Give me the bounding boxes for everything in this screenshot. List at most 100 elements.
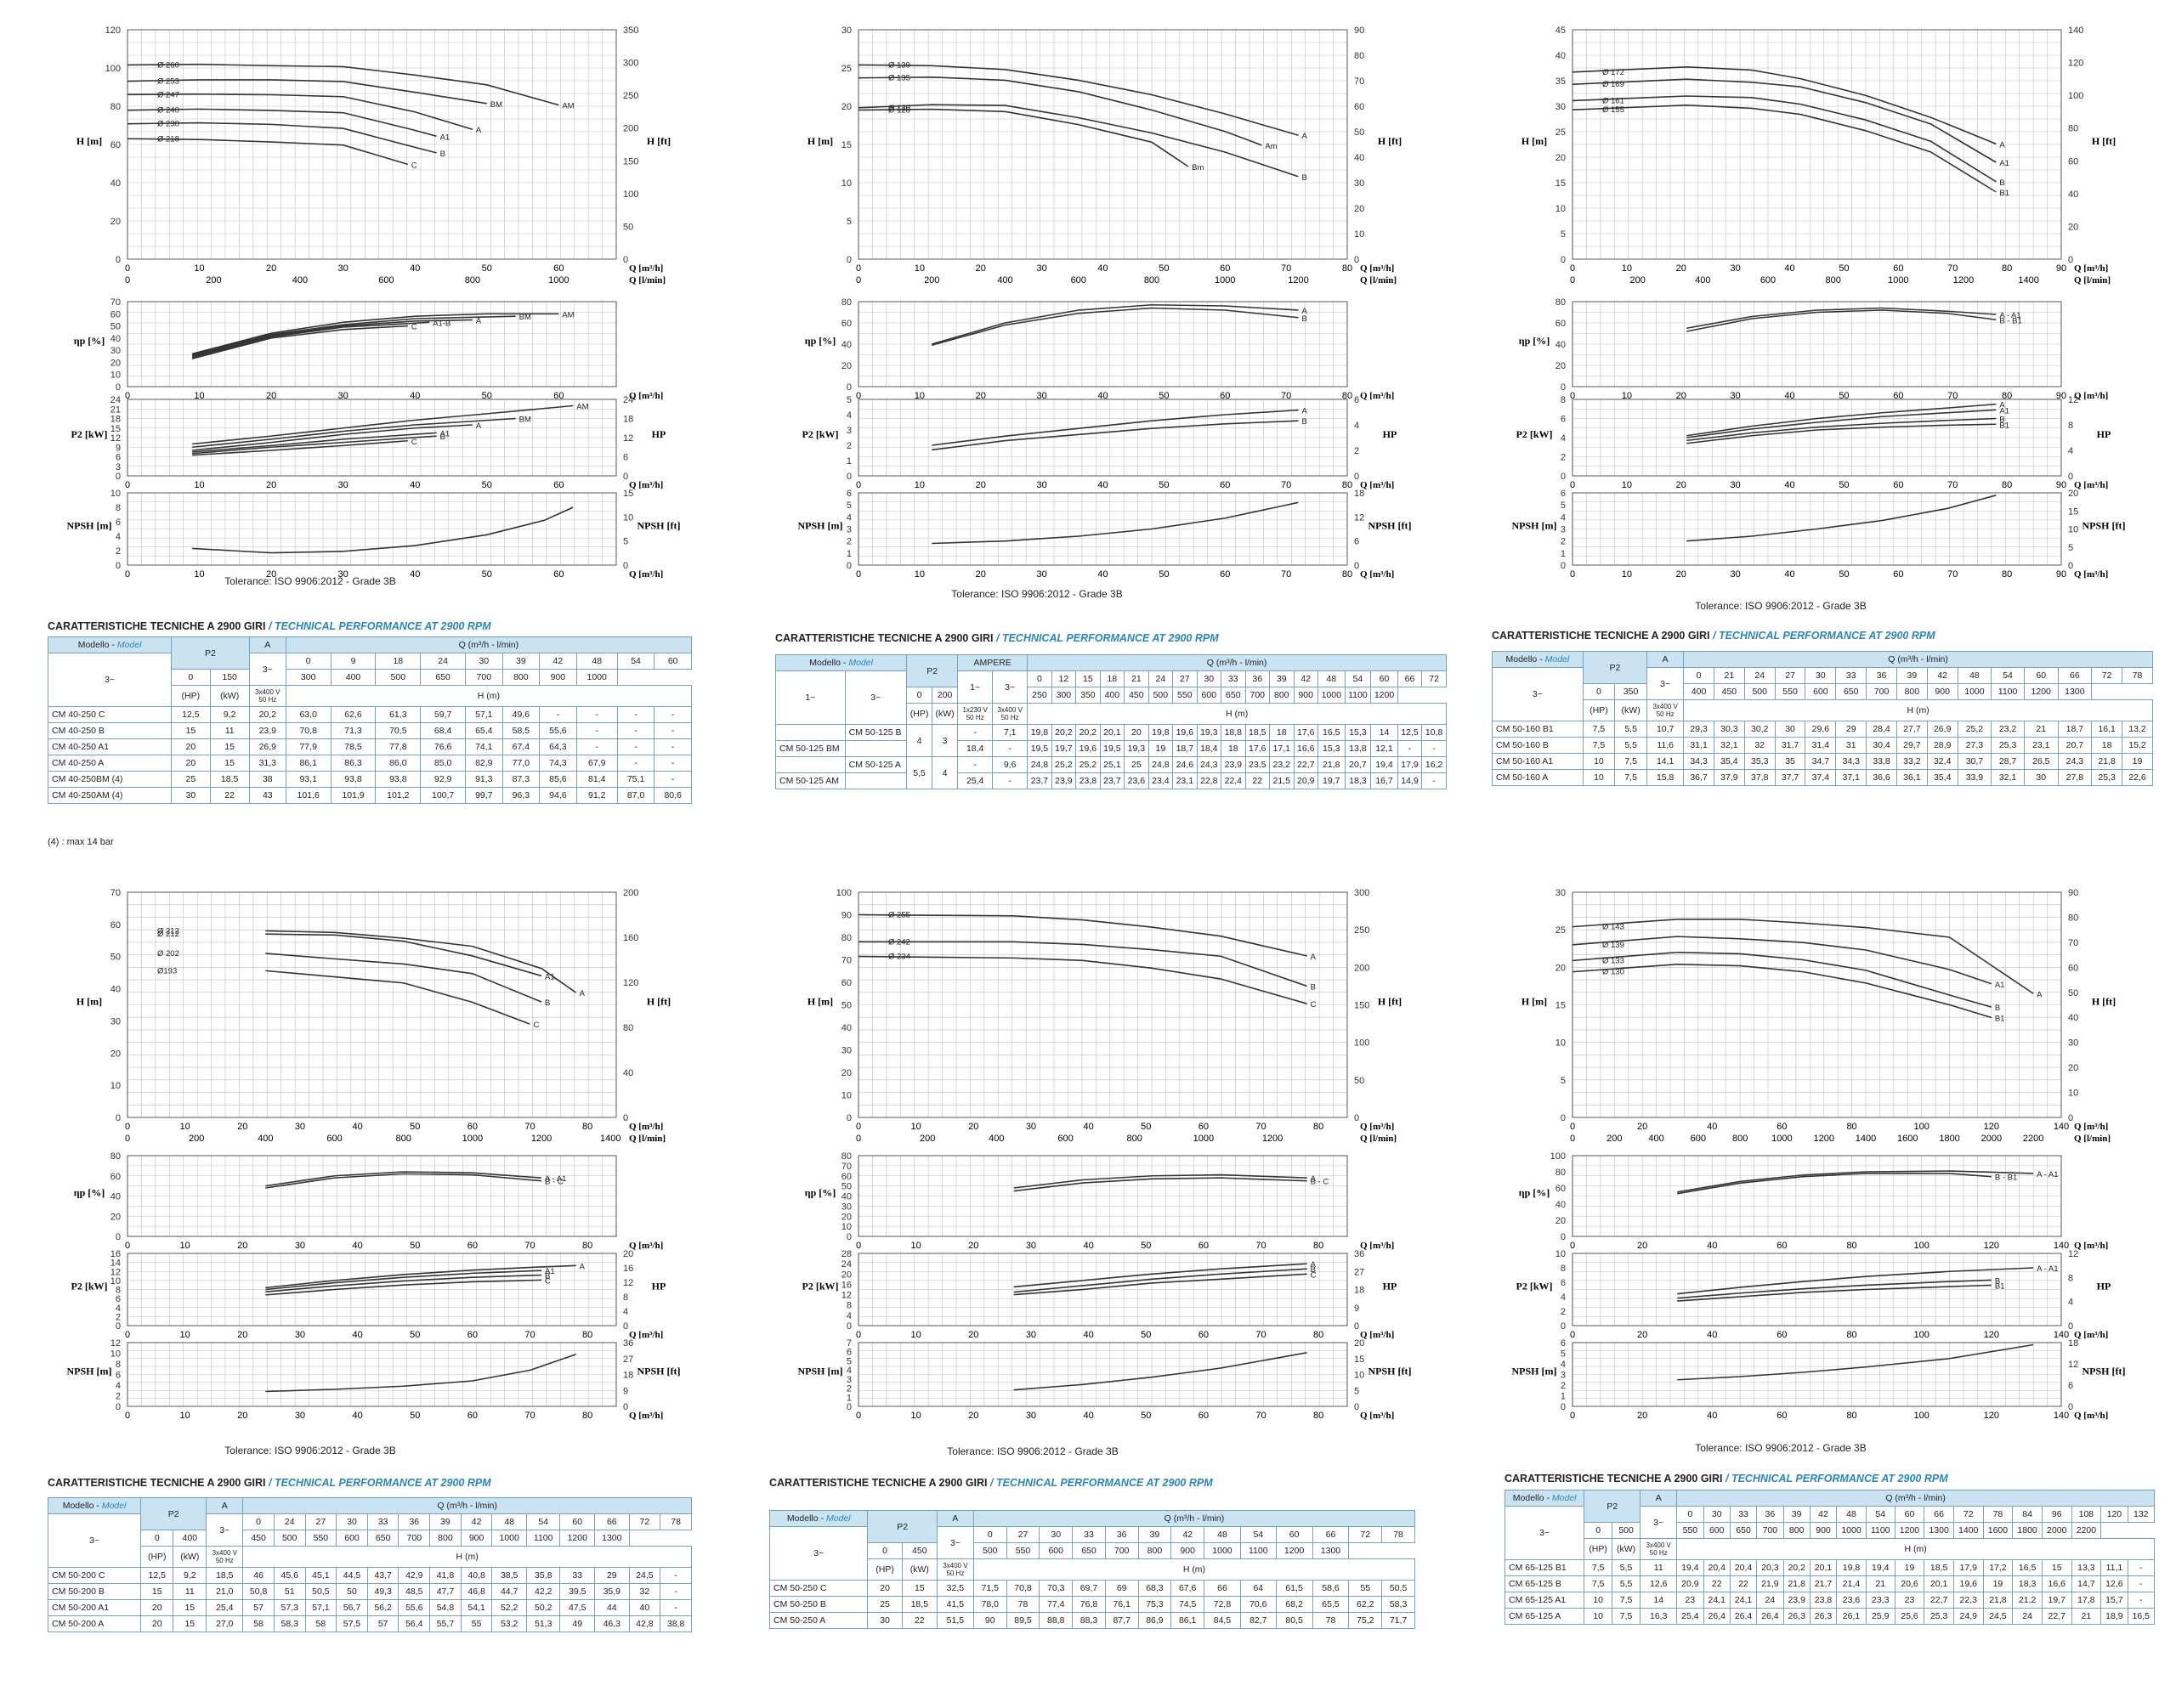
x-tick-label: 20 — [1676, 263, 1686, 274]
power-hp: 10 — [1584, 1608, 1612, 1625]
x-tick-label: 20 — [976, 569, 986, 580]
impeller-diameter-label: Ø 130 — [1602, 968, 1624, 977]
y-tick-label: 35 — [1556, 76, 1566, 87]
x2-tick-label: 800 — [1732, 1134, 1748, 1144]
flow-lmin: 1400 — [1952, 1522, 1984, 1539]
y2-tick-label: 0 — [2068, 255, 2073, 265]
y2-tick-label: 12 — [2068, 395, 2078, 405]
x-tick-label: 40 — [410, 569, 420, 580]
y2-tick-label: 20 — [1354, 204, 1364, 214]
series-line-H — [265, 953, 542, 1003]
y-tick-label: 30 — [842, 1202, 852, 1212]
x-tick-label: 20 — [1637, 1241, 1647, 1251]
flow-header: Q (m³/h - l/min) — [1027, 654, 1447, 671]
head-value: 57,1 — [465, 706, 503, 723]
x-tick-label: 60 — [1220, 391, 1230, 401]
x-tick-label: 60 — [1198, 1241, 1209, 1251]
p2-header: P2 — [906, 654, 959, 687]
head-value: 78,5 — [330, 738, 377, 755]
x-tick-label: 80 — [1313, 1241, 1323, 1251]
x-tick-label: 30 — [1026, 1241, 1036, 1251]
y-axis-label: ηp [%] — [1519, 335, 1550, 347]
x-tick-label: 10 — [911, 1241, 921, 1251]
series-end-label: Bm — [1192, 163, 1204, 172]
series-line-power — [265, 1270, 542, 1291]
x-tick-label: 10 — [1622, 569, 1632, 580]
head-value: 18 — [1269, 724, 1295, 741]
head-value: 67,6 — [1170, 1580, 1205, 1597]
series-line-power — [1677, 1279, 1992, 1299]
head-value: 31 — [1835, 737, 1867, 754]
footnote: (4) : max 14 bar — [48, 837, 114, 847]
y2-tick-label: 140 — [2068, 25, 2083, 36]
x-axis-label: Q [m³/h] — [2074, 1122, 2108, 1132]
impeller-diameter-label: Ø 247 — [157, 90, 179, 99]
y-tick-label: 7 — [847, 1338, 852, 1349]
model-header: Modello - Model — [47, 636, 173, 653]
y2-tick-label: 6 — [2068, 1381, 2073, 1391]
flow-m3h: 33 — [1072, 1526, 1106, 1543]
x-axis-label: Q [m³/h] — [2074, 1411, 2108, 1421]
flow-m3h: 42 — [1926, 667, 1958, 684]
y-tick-label: 50 — [842, 1001, 852, 1011]
y-tick-label: 2 — [1561, 1307, 1566, 1317]
y-tick-label: 30 — [110, 1016, 121, 1026]
y-tick-label: 120 — [105, 25, 121, 36]
flow-lmin: 700 — [1756, 1522, 1784, 1539]
y-tick-label: 40 — [842, 1192, 852, 1202]
flow-lmin: 800 — [1782, 1522, 1810, 1539]
x-tick-label: 0 — [856, 1122, 861, 1132]
head-value: 28,7 — [1991, 753, 2025, 770]
x-tick-label: 50 — [410, 1122, 420, 1132]
head-value: 31,7 — [1774, 737, 1806, 754]
x-tick-label: 90 — [2056, 569, 2066, 580]
y-tick-label: 100 — [836, 888, 852, 898]
head-value: 19,5 — [1027, 740, 1052, 757]
head-value: 49,6 — [502, 706, 541, 723]
flow-m3h: 30 — [1039, 1526, 1074, 1543]
flow-m3h: 12 — [1051, 670, 1077, 687]
model-name-3ph: CM 50-125 A — [844, 756, 908, 773]
head-header: H (m) — [1683, 699, 2153, 721]
y-tick-label: 5 — [847, 501, 852, 511]
x2-axis-label: Q [l/min] — [2074, 275, 2111, 286]
flow-lmin: 800 — [1137, 1542, 1172, 1559]
head-value: 29 — [1835, 721, 1867, 738]
x-tick-label: 20 — [1676, 569, 1686, 580]
y-tick-label: 0 — [847, 1232, 852, 1242]
current-a: 18,5 — [206, 1567, 244, 1584]
y-tick-label: 4 — [1561, 433, 1566, 444]
head-value: 28,9 — [1926, 737, 1958, 754]
head-value: 86,9 — [1137, 1612, 1172, 1629]
head-value: 27,8 — [2057, 769, 2093, 786]
flow-m3h: 0 — [1676, 1506, 1704, 1523]
series-line-power — [1686, 423, 1997, 444]
model-name: CM 50-160 B — [1492, 737, 1584, 754]
head-value: 22,8 — [1196, 772, 1222, 789]
x-tick-label: 60 — [1893, 480, 1903, 490]
voltage-header: 3x400 V 50 Hz — [936, 1558, 974, 1581]
y-tick-label: 40 — [1556, 1200, 1566, 1210]
y-tick-label: 2 — [847, 441, 852, 451]
flow-lmin: 2000 — [2041, 1522, 2072, 1539]
head-value: 35,3 — [1743, 753, 1776, 770]
impeller-diameter-label: Ø 161 — [1602, 96, 1624, 105]
flow-lmin: 400 — [330, 669, 377, 686]
title-it: CARATTERISTICHE TECNICHE A 2900 GIRI — [48, 620, 266, 632]
flow-m3h: 72 — [1421, 670, 1447, 687]
current-a: 38 — [248, 771, 286, 788]
plot-frame — [1572, 1253, 2062, 1326]
head-value: 24,3 — [1196, 756, 1222, 773]
flow-m3h: 0 — [242, 1513, 275, 1530]
x-tick-label: 50 — [1159, 391, 1169, 401]
x-tick-label: 70 — [1255, 1241, 1266, 1251]
power-kw: 9,2 — [209, 706, 250, 723]
y2-axis-label: HP — [1383, 428, 1397, 440]
flow-m3h: 78 — [2122, 667, 2153, 684]
series-end-label: B — [1995, 1276, 2000, 1286]
x-tick-label: 40 — [352, 1330, 362, 1340]
x-tick-label: 80 — [582, 1411, 592, 1421]
